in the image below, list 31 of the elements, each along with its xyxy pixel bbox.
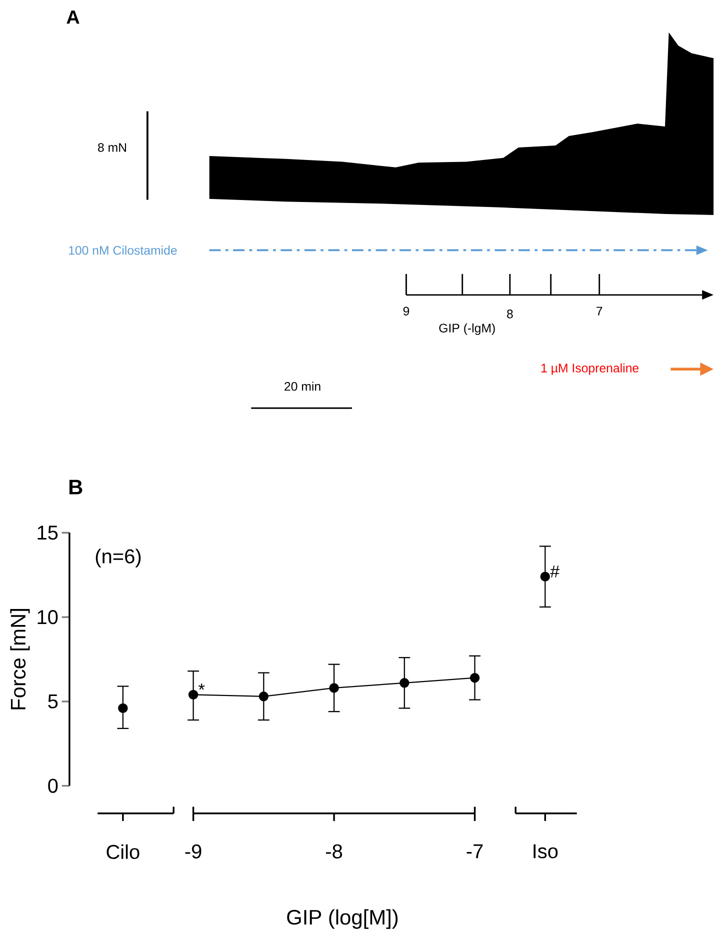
x-axis-title: GIP (log[M]) [287, 909, 398, 929]
x-tick-label: Iso [534, 844, 558, 858]
point [400, 678, 410, 688]
text: 1 µM Isoprenaline [542, 363, 639, 375]
text: 8 mN [98, 143, 126, 152]
x-tick-label: -9 [186, 844, 202, 858]
point [540, 572, 550, 582]
text: 100 nM Cilostamide [69, 246, 178, 255]
annotation: (n=6) [96, 548, 141, 568]
chart-title: B [70, 480, 82, 494]
y-tick-label: 5 [48, 694, 58, 708]
point [329, 683, 340, 693]
point [188, 690, 198, 700]
x-tick-label: Cilo [106, 844, 140, 860]
text: 7 [596, 306, 602, 316]
x-tick-label: -8 [326, 844, 342, 858]
text: 9 [404, 306, 410, 316]
text: 20 min [284, 382, 321, 391]
text: 8 [507, 310, 514, 318]
point [470, 672, 480, 683]
y-axis-title: Force [mN] [10, 609, 30, 710]
x-tick-label: -7 [467, 844, 483, 858]
annotation: * [198, 684, 205, 690]
y-tick-label: 15 [38, 526, 58, 540]
point [118, 703, 128, 714]
annotation: # [550, 566, 560, 578]
y-tick-label: 10 [38, 610, 58, 624]
point [259, 692, 269, 702]
text: GIP (-lgM) [439, 323, 496, 335]
y-tick-label: 0 [48, 778, 58, 793]
text: A [66, 10, 80, 24]
